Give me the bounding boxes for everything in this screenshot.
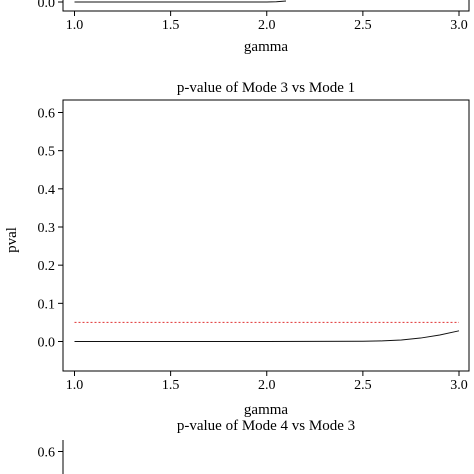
panel-1-x-tick-label-1: 1.5 (162, 18, 180, 33)
panel-mode4-vs-mode3: p-value of Mode 4 vs Mode 3 0.6 (38, 418, 355, 474)
panel-2-y-axis-title: pval (4, 227, 20, 253)
panel-1-x-tick-label-4: 3.0 (450, 18, 468, 33)
panel-2-x-tick-label-4: 3.0 (450, 378, 468, 393)
panel-2-x-tick-label-3: 2.5 (354, 378, 372, 393)
panel-1-x-axis-title: gamma (244, 39, 288, 55)
panel-1-series-line-0 (74, 0, 287, 3)
panel-3-y-tick-label-0: 0.6 (38, 446, 56, 461)
panel-1-x-tick-label-2: 2.0 (258, 18, 276, 33)
panel-2-frame (62, 99, 470, 372)
panel-2-y-tick-label-1: 0.1 (38, 297, 56, 312)
panel-2-y-tick-label-6: 0.6 (38, 107, 56, 122)
panel-2-x-tick-label-2: 2.0 (258, 378, 276, 393)
panel-2-x-tick-label-1: 1.5 (162, 378, 180, 393)
panel-2-y-tick-label-4: 0.4 (38, 183, 56, 198)
panel-1-x-tick-label-3: 2.5 (354, 18, 372, 33)
panel-mode3-vs-mode1: p-value of Mode 3 vs Mode 1 gamma pval 0… (4, 80, 470, 418)
panel-1-y-tick-label-0: 0.0 (38, 0, 56, 11)
panel-2-y-tick-label-3: 0.3 (38, 221, 56, 236)
panel-2-y-tick-label-2: 0.2 (38, 259, 56, 274)
panel-top-partial: gamma 0.0 1.0 1.5 2.0 2.5 3.0 (38, 0, 470, 55)
panel-2-title: p-value of Mode 3 vs Mode 1 (177, 80, 355, 96)
panel-2-series-line-0 (74, 330, 460, 342)
panel-2-x-axis-title: gamma (244, 402, 288, 418)
panel-2-x-tick-label-0: 1.0 (66, 378, 84, 393)
panel-2-y-tick-label-0: 0.0 (38, 336, 56, 351)
panel-1-frame (62, 0, 470, 12)
panel-3-title: p-value of Mode 4 vs Mode 3 (177, 418, 355, 434)
panel-1-x-tick-label-0: 1.0 (66, 18, 84, 33)
panel-2-y-tick-label-5: 0.5 (38, 145, 56, 160)
